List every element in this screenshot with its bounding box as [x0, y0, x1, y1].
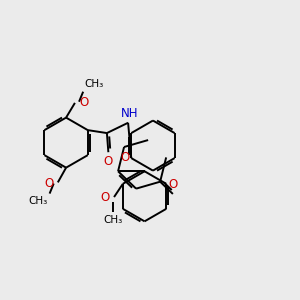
Text: CH₃: CH₃	[85, 79, 104, 89]
Text: NH: NH	[121, 107, 138, 120]
Text: O: O	[104, 154, 113, 168]
Text: O: O	[120, 151, 129, 164]
Text: CH₃: CH₃	[103, 215, 122, 225]
Text: O: O	[101, 191, 110, 204]
Text: CH₃: CH₃	[29, 196, 48, 206]
Text: O: O	[169, 178, 178, 191]
Text: O: O	[80, 95, 89, 109]
Text: O: O	[44, 177, 53, 190]
